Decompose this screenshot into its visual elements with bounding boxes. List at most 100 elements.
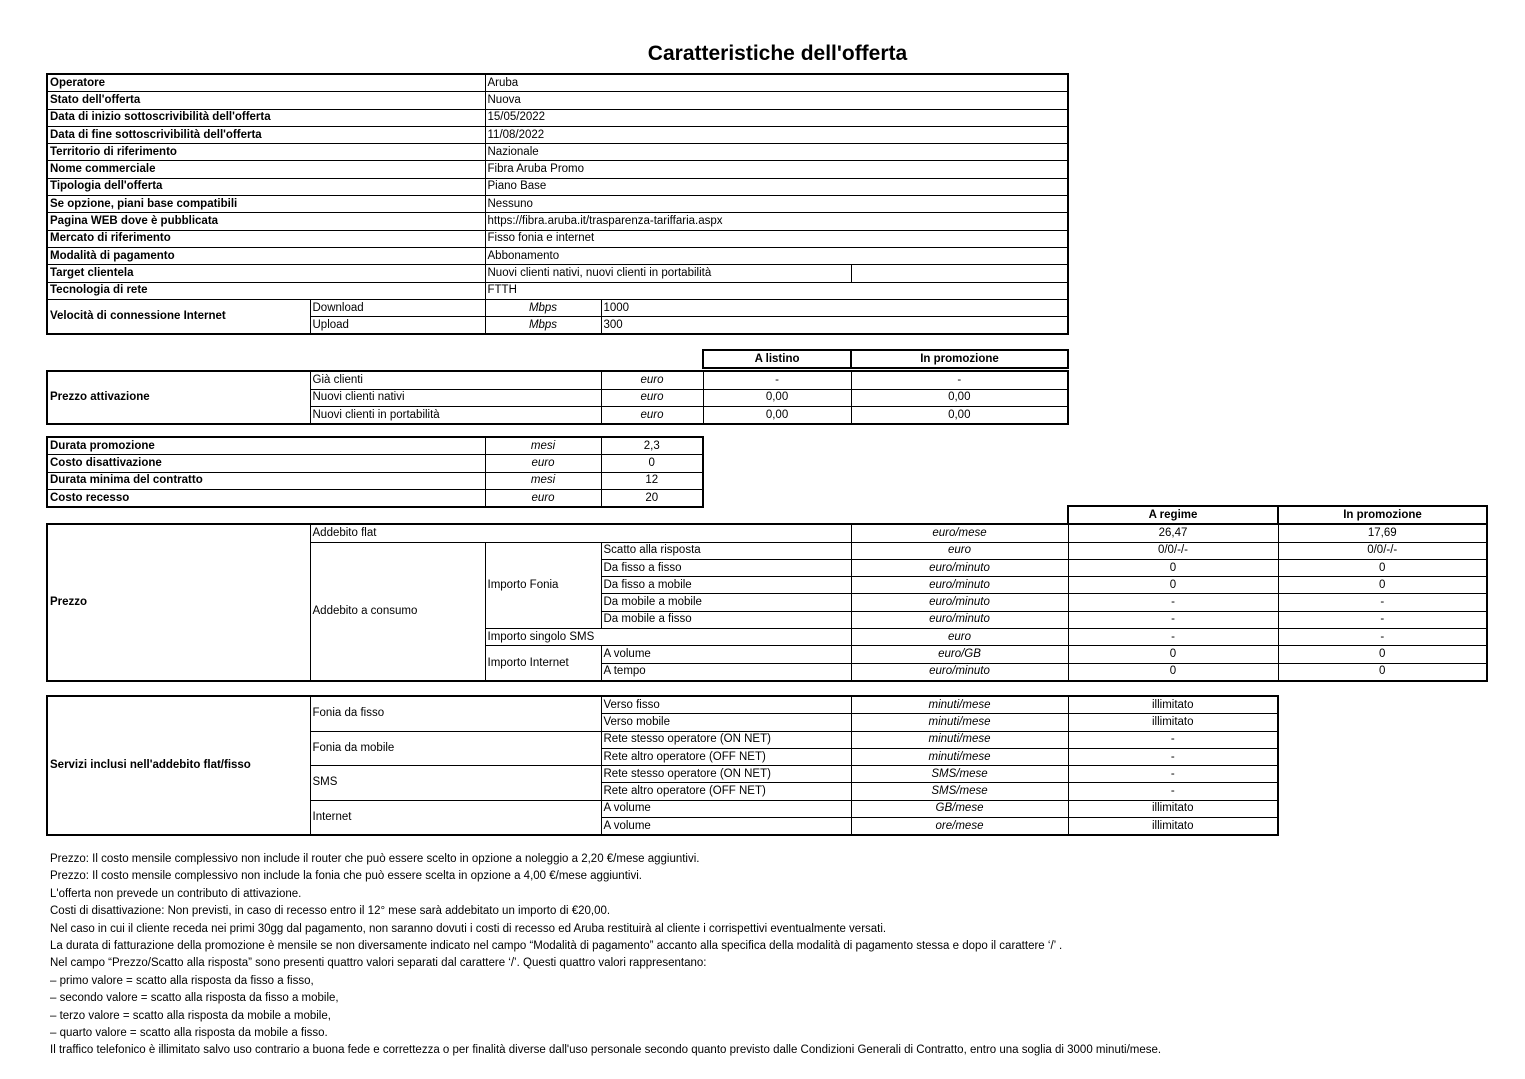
activation-promo: - — [850, 370, 1070, 390]
terms-label: Durata promozione — [46, 436, 486, 456]
offer-label: Territorio di riferimento — [46, 143, 486, 162]
price-table: A regime In promozione Prezzo Addebito fl… — [46, 504, 1488, 682]
service-label: Rete stesso operatore (ON NET) — [600, 765, 852, 784]
activation-unit: euro — [600, 370, 704, 390]
service-group-label: Fonia da fisso — [309, 695, 602, 732]
note-line: L'offerta non prevede un contributo di a… — [50, 887, 302, 900]
table-row: Costo disattivazione euro 0 — [46, 454, 704, 473]
table-row: Data di inizio sottoscrivibilità dell'of… — [46, 108, 1069, 127]
offer-value: Fisso fonia e internet — [484, 229, 1069, 248]
fonia-unit: euro — [850, 541, 1069, 560]
fonia-regime: 0 — [1067, 576, 1279, 595]
table-row: Pagina WEB dove è pubblicata https://fibr… — [46, 212, 1069, 231]
table-row: Internet A volume GB/mese illimitato — [47, 799, 1279, 836]
notes: Prezzo: Il costo mensile complessivo non… — [50, 851, 1161, 1060]
fonia-regime: - — [1067, 593, 1279, 612]
speed-value: 1000 — [600, 298, 1069, 318]
internet-unit: euro/GB — [850, 645, 1069, 664]
table-row: Rete altro operatore (OFF NET) SMS/mese - — [47, 782, 1279, 801]
internet-row-label: A tempo — [600, 662, 852, 682]
services-table: Servizi inclusi nell'addebito flat/fisso… — [46, 695, 1279, 837]
fonia-promo: 0 — [1277, 576, 1488, 595]
internet-promo: 0 — [1277, 645, 1488, 664]
flat-promo: 17,69 — [1277, 523, 1488, 543]
internet-label: Importo Internet — [484, 645, 602, 682]
internet-regime: 0 — [1067, 645, 1279, 664]
service-unit: minuti/mese — [850, 713, 1069, 732]
service-unit: minuti/mese — [850, 730, 1069, 749]
activation-row-label: Nuovi clienti in portabilità — [309, 405, 602, 425]
offer-label: Tipologia dell'offerta — [46, 177, 486, 197]
price-label: Prezzo — [46, 523, 311, 682]
fonia-label: Importo Fonia — [484, 541, 602, 630]
service-label: A volume — [600, 817, 852, 836]
activation-promo: 0,00 — [850, 405, 1070, 425]
speed-label: Velocità di connessione Internet — [46, 298, 311, 335]
offer-label: Stato dell'offerta — [46, 91, 486, 110]
table-row: Operatore Aruba — [46, 73, 1069, 93]
flat-regime: 26,47 — [1067, 523, 1279, 543]
table-row: Tipologia dell'offerta Piano Base — [46, 177, 1069, 197]
service-value: - — [1067, 747, 1279, 767]
service-value: - — [1067, 782, 1279, 801]
header-a-regime: A regime — [1067, 504, 1279, 526]
page-title: Caratteristiche dell'offerta — [647, 42, 908, 65]
speed-unit: Mbps — [484, 316, 602, 335]
service-label: Verso fisso — [600, 695, 852, 715]
note-line: Prezzo: Il costo mensile complessivo non… — [50, 853, 700, 865]
offer-label: Nome commerciale — [46, 160, 486, 179]
note-line: Il traffico telefonico è illimitato salv… — [50, 1044, 1162, 1057]
speed-unit: Mbps — [484, 298, 602, 318]
header-a-listino: A listino — [702, 348, 853, 370]
note-line: La durata di fatturazione della promozio… — [50, 940, 1063, 953]
activation-unit: euro — [600, 388, 704, 407]
service-label: Rete altro operatore (OFF NET) — [600, 782, 852, 801]
offer-value: 11/08/2022 — [484, 125, 1069, 145]
internet-row-label: A volume — [600, 645, 852, 664]
service-unit: ore/mese — [850, 817, 1069, 836]
table-row: Costo recesso euro 20 — [46, 488, 704, 508]
note-line: Prezzo: Il costo mensile complessivo non… — [50, 870, 642, 883]
sms-promo: - — [1277, 628, 1488, 647]
service-value: - — [1067, 765, 1279, 784]
offer-value: Aruba — [484, 73, 1069, 93]
service-unit: SMS/mese — [850, 782, 1069, 801]
note-line: Costi di disattivazione: Non previsti, i… — [50, 905, 611, 918]
service-value: illimitato — [1067, 713, 1279, 732]
offer-label: Operatore — [46, 73, 486, 93]
offer-label: Target clientela — [46, 264, 486, 283]
terms-unit: euro — [484, 454, 602, 473]
empty-cell — [850, 264, 1069, 283]
service-label: A volume — [600, 799, 852, 819]
offer-label: Data di inizio sottoscrivibilità dell'of… — [46, 108, 486, 127]
terms-value: 20 — [600, 488, 704, 508]
activation-label: Prezzo attivazione — [46, 370, 311, 426]
table-row: Tecnologia di rete FTTH — [46, 281, 1069, 300]
note-line: – primo valore = scatto alla risposta da… — [50, 974, 314, 987]
activation-listino: 0,00 — [702, 388, 852, 407]
fonia-unit: euro/minuto — [850, 576, 1069, 595]
offer-value: Nuova — [484, 91, 1069, 110]
service-unit: minuti/mese — [850, 695, 1069, 715]
table-row: Fonia da mobile Rete stesso operatore (ON… — [47, 730, 1279, 767]
internet-regime: 0 — [1067, 662, 1279, 682]
table-row: Nome commerciale Fibra Aruba Promo — [46, 160, 1069, 179]
sms-label: Importo singolo SMS — [484, 628, 852, 647]
table-row: Target clientela Nuovi clienti nativi, nu… — [46, 264, 1069, 283]
speed-value: 300 — [600, 316, 1069, 335]
service-label: Verso mobile — [600, 713, 852, 732]
offer-value: Piano Base — [484, 177, 1069, 197]
speed-upload-label: Upload — [309, 316, 486, 335]
table-row: Servizi inclusi nell'addebito flat/fisso… — [46, 695, 1279, 836]
offer-value: Fibra Aruba Promo — [484, 160, 1069, 179]
offer-value: Nazionale — [484, 143, 1069, 162]
table-row: Rete altro operatore (OFF NET) minuti/mes… — [47, 747, 1279, 767]
fonia-unit: euro/minuto — [850, 558, 1069, 578]
speed-row: Upload Mbps 300 — [47, 316, 1069, 335]
service-value: illimitato — [1067, 799, 1279, 819]
terms-value: 0 — [600, 454, 704, 473]
service-value: - — [1067, 730, 1279, 749]
header-in-promozione: In promozione — [850, 348, 1070, 370]
flat-label: Addebito flat — [309, 523, 852, 543]
table-row: Durata minima del contratto mesi 12 — [46, 471, 704, 490]
